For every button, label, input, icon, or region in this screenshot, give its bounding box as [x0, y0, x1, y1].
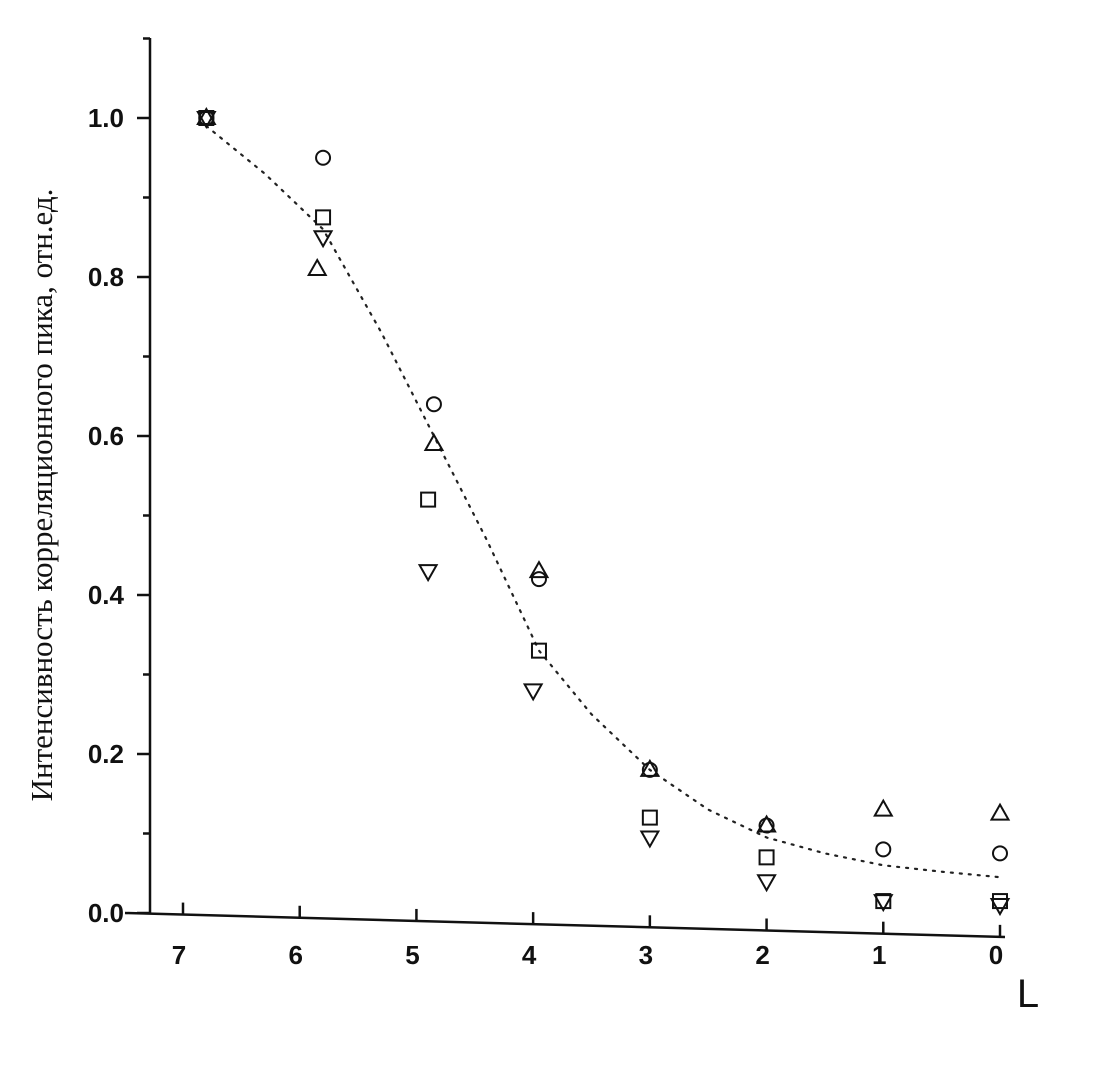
data-points [196, 106, 1011, 917]
x-tick-label: 6 [288, 940, 302, 970]
triangle-down-point [417, 564, 439, 583]
x-tick-label: 4 [522, 940, 537, 970]
triangle-up-point [423, 432, 445, 451]
triangle-up-point [196, 106, 217, 125]
fit-curve-layer [205, 124, 1002, 879]
triangle-up-point [989, 802, 1011, 821]
square-point [315, 209, 332, 226]
triangle-up-point [756, 814, 777, 833]
triangle-down-point [639, 830, 661, 849]
y-tick-label: 0.0 [88, 898, 124, 928]
square-point [420, 491, 437, 508]
x-tick-label: 7 [172, 940, 186, 970]
square-point [641, 809, 658, 826]
circle-point [425, 396, 442, 413]
axis-labels: Интенсивность корреляционного пика, отн.… [24, 189, 1039, 1016]
y-axis-title: Интенсивность корреляционного пика, отн.… [24, 189, 59, 802]
y-tick-label: 1.0 [88, 103, 124, 133]
triangle-down-point [522, 683, 544, 702]
triangle-up-point [873, 798, 894, 817]
y-tick-label: 0.6 [88, 421, 124, 451]
triangle-down-point [312, 230, 334, 249]
x-axis-title: L [1017, 972, 1039, 1016]
x-tick-label: 2 [755, 940, 769, 970]
triangle-down-point [756, 874, 777, 893]
fit-curve [205, 124, 1002, 879]
x-tick-label: 0 [989, 940, 1003, 970]
circle-point [530, 571, 547, 588]
circle-point [992, 845, 1008, 862]
triangle-down-point [989, 898, 1011, 917]
square-point [530, 642, 547, 659]
x-tick-label: 5 [405, 940, 419, 970]
circle-point [315, 149, 332, 166]
x-tick-label: 3 [639, 940, 653, 970]
circle-point [875, 841, 892, 858]
axes: 0.0 0.2 0.4 0.6 0.8 1.0 7 6 5 4 3 2 1 0 [88, 37, 1006, 970]
triangle-down-point [196, 111, 217, 130]
triangle-down-point [873, 894, 894, 913]
y-tick-label: 0.8 [88, 262, 124, 292]
x-axis-line [124, 911, 1006, 939]
square-point [758, 849, 775, 866]
triangle-up-point [639, 758, 661, 777]
triangle-up-point [307, 258, 328, 277]
y-tick-label: 0.2 [88, 739, 124, 769]
triangle-up-point [528, 560, 550, 579]
x-tick-label: 1 [872, 940, 886, 970]
y-tick-label: 0.4 [88, 580, 125, 610]
